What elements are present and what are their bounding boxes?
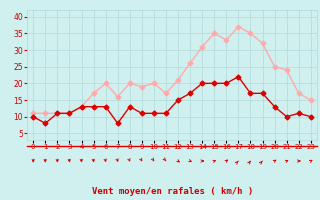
Text: Vent moyen/en rafales ( km/h ): Vent moyen/en rafales ( km/h ) bbox=[92, 187, 253, 196]
